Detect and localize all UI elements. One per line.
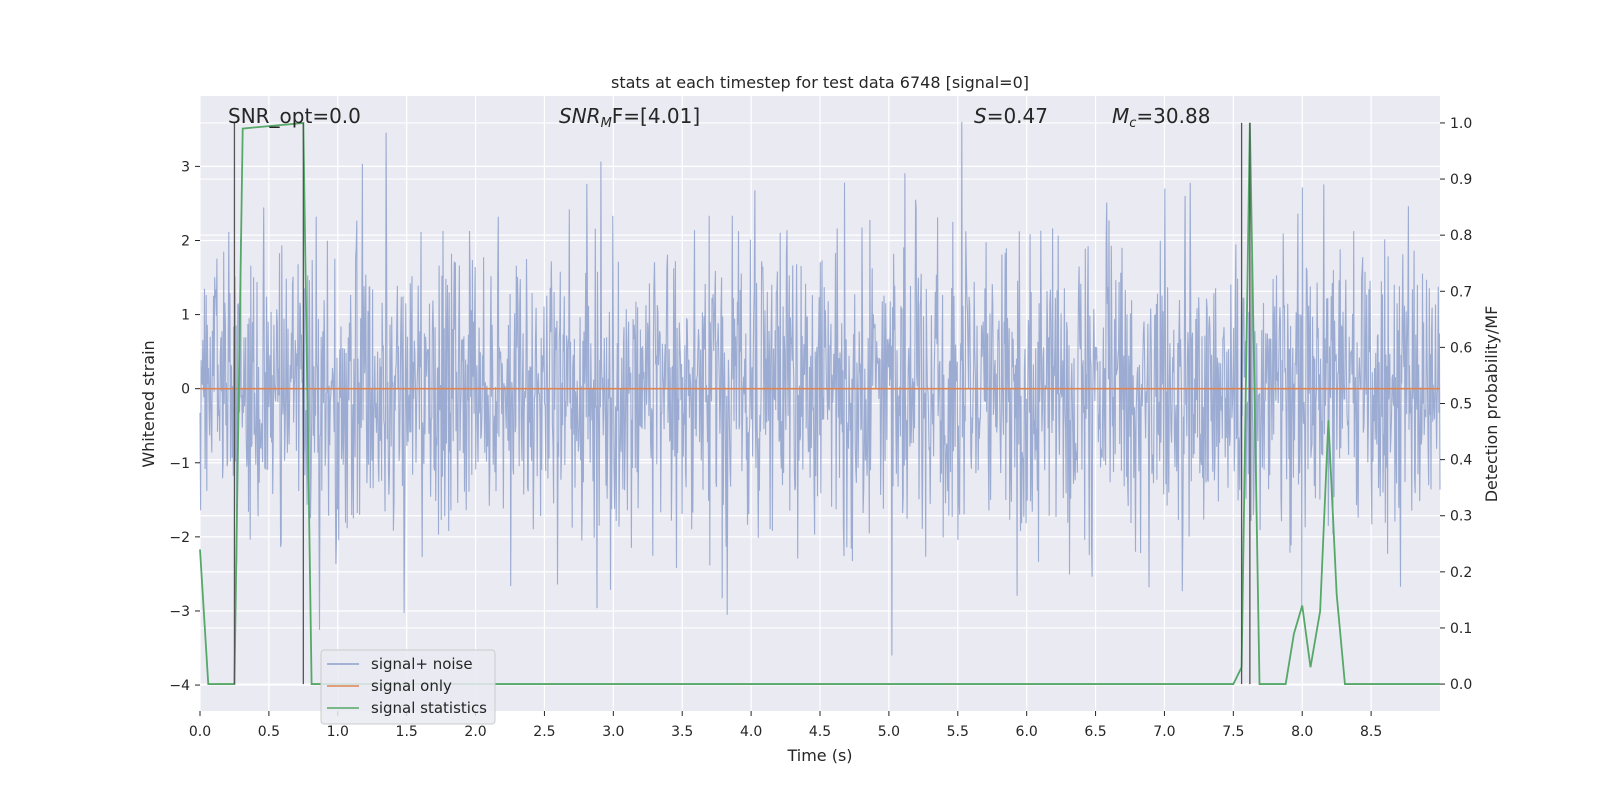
x-tick-label: 5.5 [947,724,969,740]
y-left-tick-label: −2 [169,530,190,546]
x-tick-label: 0.5 [258,724,280,740]
legend-label-signal: signal only [371,677,452,695]
x-tick-label: 0.0 [189,724,211,740]
x-tick-label: 6.5 [1084,724,1106,740]
y-axis-right-ticks: 1.0 0.9 0.8 0.7 0.6 0.5 0.4 0.3 0.2 0.1 0.0 [1440,116,1472,693]
legend-box [320,649,496,725]
series-line-signal-statistics [199,121,1440,685]
x-tick-label: 1.0 [327,724,349,740]
annotation-mc: Mc=30.88 [1112,104,1210,131]
x-tick-label: 8.5 [1360,724,1382,740]
y-right-tick-label: 0.1 [1450,621,1472,637]
y-axis-right-label: Detection probability/MF [1482,306,1501,503]
y-left-tick-label: 3 [181,159,190,175]
y-left-tick-label: 0 [181,382,190,398]
vertical-markers [233,122,1251,685]
y-right-tick-label: 0.7 [1450,284,1472,300]
y-right-tick-label: 0.4 [1450,453,1472,469]
chart-title: stats at each timestep for test data 674… [611,73,1029,92]
x-axis-ticks: 0.0 0.5 1.0 1.5 2.0 2.5 3.0 3.5 4.0 4.5 5.0 5.5 6.0 6… [189,711,1382,740]
x-tick-label: 3.5 [671,724,693,740]
x-tick-label: 8.0 [1291,724,1313,740]
x-tick-label: 5.0 [878,724,900,740]
y-right-tick-label: 0.2 [1450,565,1472,581]
y-left-tick-label: −3 [169,604,190,620]
signal-statistics-series [199,121,1440,685]
y-axis-left-ticks: 3 2 1 0 −1 −2 −3 −4 [169,159,200,694]
legend-label-noise: signal+ noise [371,655,473,673]
x-tick-label: 6.0 [1016,724,1038,740]
y-right-tick-label: 0.0 [1450,677,1472,693]
y-right-tick-label: 0.9 [1450,172,1472,188]
y-left-tick-label: 2 [181,233,190,249]
x-tick-label: 4.0 [740,724,762,740]
y-right-tick-label: 0.8 [1450,228,1472,244]
y-right-tick-label: 1.0 [1450,116,1472,132]
y-left-tick-label: −4 [169,678,190,694]
x-tick-label: 2.0 [464,724,486,740]
y-right-tick-label: 0.3 [1450,509,1472,525]
annotation-s: S=0.47 [974,104,1048,128]
y-left-tick-label: 1 [181,308,190,324]
x-tick-label: 7.0 [1153,724,1175,740]
x-tick-label: 2.5 [533,724,555,740]
y-right-tick-label: 0.6 [1450,340,1472,356]
x-axis-label: Time (s) [786,746,852,765]
x-tick-label: 1.5 [396,724,418,740]
x-tick-label: 7.5 [1222,724,1244,740]
annotation-snr-mf: SNRMF=[4.01] [559,104,700,131]
x-tick-label: 3.0 [602,724,624,740]
signal-noise-series [199,121,1441,656]
legend-label-stats: signal statistics [371,699,487,717]
legend: signal+ noise signal only signal statist… [320,649,496,725]
x-tick-label: 4.5 [809,724,831,740]
y-left-tick-label: −1 [169,456,190,472]
y-axis-left-label: Whitened strain [139,340,158,467]
series-line-signal-noise [199,121,1441,656]
y-right-tick-label: 0.5 [1450,397,1472,413]
annotation-snr-opt: SNR_opt=0.0 [228,104,361,128]
